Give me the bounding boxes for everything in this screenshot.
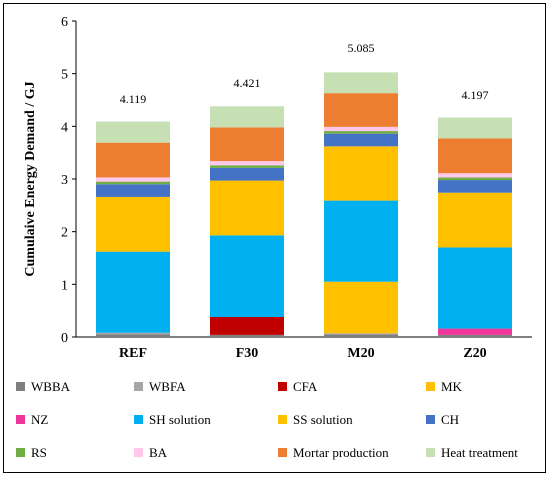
bar-segment-heat-treatment-f30 [210, 106, 284, 128]
bar-segment-ss-solution-z20 [438, 192, 512, 248]
legend-swatch [16, 448, 25, 457]
legend-label: RS [31, 445, 47, 460]
bar-segment-wbba-m20 [324, 334, 398, 337]
bar-segment-sh-solution-ref [96, 251, 170, 333]
bar-segment-mortar-production-z20 [438, 138, 512, 174]
bar-segment-heat-treatment-ref [96, 121, 170, 143]
legend-item-wbba: WBBA [16, 379, 71, 394]
bar-segment-rs-ref [96, 181, 170, 185]
bar-segment-wbba-z20 [438, 334, 512, 337]
bar-segment-ba-z20 [438, 173, 512, 178]
bar-segment-wbba-f30 [210, 334, 284, 337]
legend-swatch [426, 415, 435, 424]
bar-segment-mk-m20 [324, 281, 398, 334]
bar-segment-rs-f30 [210, 165, 284, 168]
bar-segment-wbfa-ref [96, 332, 170, 335]
legend-swatch [134, 415, 143, 424]
legend-swatch [134, 448, 143, 457]
legend-label: CFA [293, 379, 318, 394]
y-tick-label: 5 [61, 68, 68, 83]
legend-item-nz: NZ [16, 412, 48, 427]
bar-segment-ch-z20 [438, 180, 512, 193]
bar-total-label: 4.421 [234, 76, 261, 90]
legend-swatch [16, 415, 25, 424]
legend-item-ba: BA [134, 445, 168, 460]
bar-segment-ss-solution-ref [96, 196, 170, 252]
figure-frame [3, 3, 546, 473]
y-tick-label: 4 [61, 120, 68, 135]
legend-label: MK [441, 379, 463, 394]
bar-segment-mortar-production-f30 [210, 127, 284, 162]
bar-segment-cfa-f30 [210, 316, 284, 335]
bar-segment-ss-solution-f30 [210, 180, 284, 236]
legend-swatch [278, 415, 287, 424]
legend-label: WBFA [149, 379, 186, 394]
legend-label: SS solution [293, 412, 353, 427]
bar-segment-heat-treatment-m20 [324, 72, 398, 94]
legend-swatch [426, 448, 435, 457]
bar-segment-mortar-production-ref [96, 142, 170, 178]
bar-segment-ch-ref [96, 184, 170, 197]
legend-swatch [278, 448, 287, 457]
bar-segment-sh-solution-z20 [438, 247, 512, 329]
y-tick-label: 6 [61, 15, 68, 30]
bar-total-label: 5.085 [348, 41, 375, 55]
bar-segment-sh-solution-m20 [324, 200, 398, 282]
bar-segment-ss-solution-m20 [324, 146, 398, 201]
legend-item-mortar-production: Mortar production [278, 445, 389, 460]
legend-label: BA [149, 445, 168, 460]
bar-segment-ba-m20 [324, 126, 398, 132]
bar-segment-wbba-ref [96, 334, 170, 337]
x-tick-label: M20 [347, 346, 374, 361]
y-tick-label: 1 [61, 278, 68, 293]
bar-segment-wbfa-m20 [324, 333, 398, 335]
labels: REF 4.119 F30 4.421 M20 5.085 Z20 4.197 [119, 41, 489, 361]
legend-label: Heat treatment [441, 445, 518, 460]
x-tick-label: REF [119, 346, 147, 361]
legend-item-mk: MK [426, 379, 463, 394]
bar-segment-rs-z20 [438, 177, 512, 181]
y-tick-label: 0 [61, 331, 68, 346]
bar-segment-sh-solution-f30 [210, 235, 284, 317]
bar-segment-mortar-production-m20 [324, 93, 398, 127]
legend-swatch [426, 382, 435, 391]
y-tick-label: 3 [61, 173, 68, 188]
y-tick-label: 2 [61, 226, 68, 241]
x-tick-label: Z20 [463, 346, 486, 361]
legend-item-ch: CH [426, 412, 459, 427]
legend-label: SH solution [149, 412, 211, 427]
legend-label: WBBA [31, 379, 71, 394]
legend-item-rs: RS [16, 445, 47, 460]
legend-swatch [134, 382, 143, 391]
legend-swatch [278, 382, 287, 391]
bar-segment-nz-z20 [438, 328, 512, 335]
legend-swatch [16, 382, 25, 391]
axes: 0 1 2 3 4 5 6 Cumulaive Energy Demand / GJ [23, 15, 532, 346]
bar-total-label: 4.197 [462, 88, 489, 102]
legend-item-heat-treatment: Heat treatment [426, 445, 518, 460]
y-axis-label: Cumulaive Energy Demand / GJ [23, 81, 38, 276]
legend: WBBA WBFA CFA MK NZ SH solution SS solution CH R… [16, 379, 518, 460]
legend-label: NZ [31, 412, 48, 427]
bar-segment-ba-f30 [210, 161, 284, 166]
bar-segment-rs-m20 [324, 131, 398, 134]
legend-item-sh-solution: SH solution [134, 412, 211, 427]
legend-label: CH [441, 412, 459, 427]
legend-item-ss-solution: SS solution [278, 412, 353, 427]
x-tick-label: F30 [236, 346, 259, 361]
legend-item-cfa: CFA [278, 379, 318, 394]
bar-segment-ch-f30 [210, 167, 284, 181]
legend-label: Mortar production [293, 445, 389, 460]
bar-segment-heat-treatment-z20 [438, 117, 512, 139]
bar-segment-ch-m20 [324, 133, 398, 147]
bar-segment-ba-ref [96, 177, 170, 182]
bar-total-label: 4.119 [120, 92, 147, 106]
bars [96, 72, 512, 337]
legend-item-wbfa: WBFA [134, 379, 186, 394]
